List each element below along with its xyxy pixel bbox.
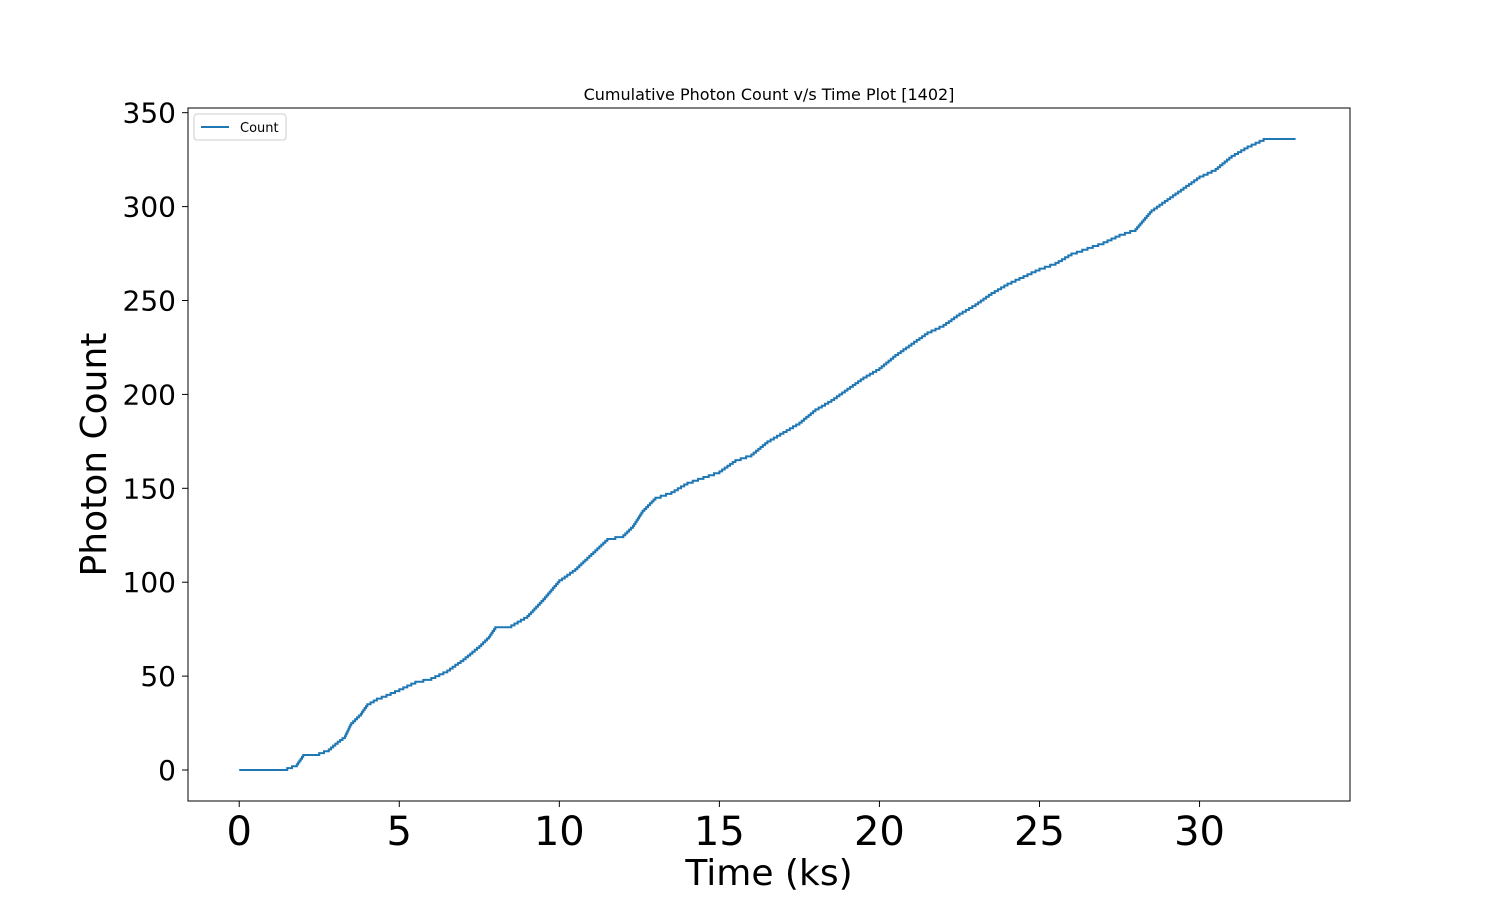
x-tick-label: 20 [854,809,905,855]
axes-frame [187,107,1351,802]
x-axis-label: Time (ks) [684,853,852,894]
chart-title: Cumulative Photon Count v/s Time Plot [1… [584,85,955,104]
x-tick-label: 15 [694,809,745,855]
series-line-count [239,138,1296,771]
x-tick-label: 10 [534,809,585,855]
y-tick-label: 200 [123,378,176,411]
legend-box [193,113,287,141]
legend-label-count: Count [240,121,279,136]
y-tick-label: 150 [123,472,176,505]
legend: Count [193,113,287,141]
x-tick-label: 5 [387,809,412,855]
y-tick-label: 350 [123,97,176,130]
y-tick-label: 50 [140,660,176,693]
plot-area [239,138,1296,771]
x-tick-label: 0 [226,809,251,855]
y-axis-label: Photon Count [74,333,115,577]
x-axis-ticks: 0 5 10 15 20 25 30 [226,801,1225,855]
x-tick-label: 25 [1014,809,1065,855]
y-tick-label: 100 [123,566,176,599]
x-tick-label: 30 [1174,809,1225,855]
y-axis-ticks: 0 50 100 150 200 250 300 350 [123,97,188,787]
y-tick-label: 0 [158,754,176,787]
y-tick-label: 300 [123,191,176,224]
y-tick-label: 250 [123,285,176,318]
